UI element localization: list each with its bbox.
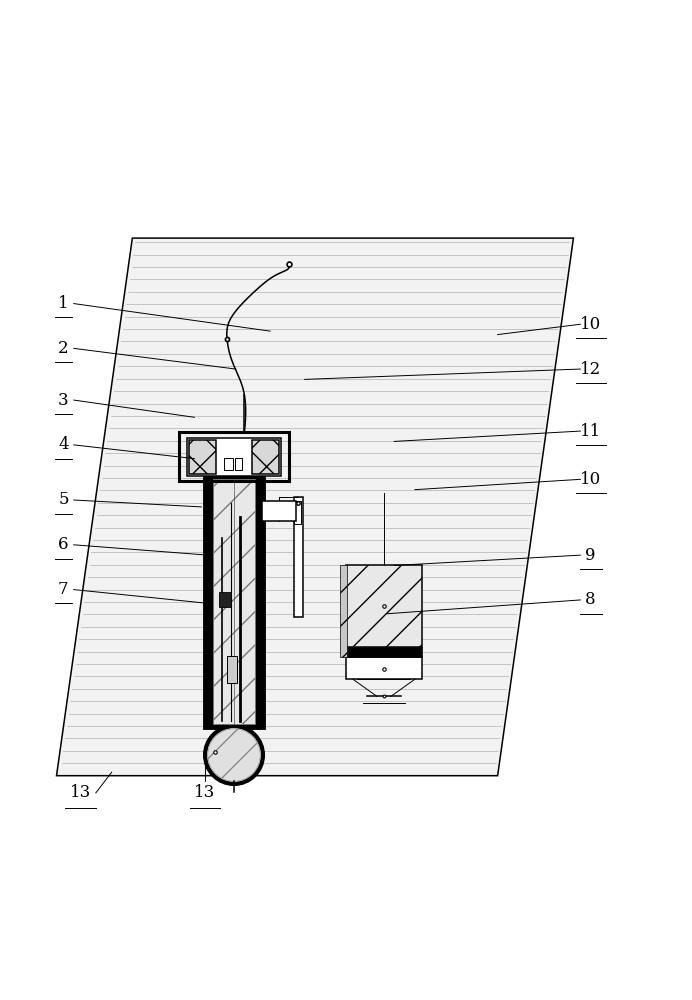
Text: 1: 1	[58, 295, 69, 312]
Text: 12: 12	[580, 361, 601, 378]
Polygon shape	[57, 238, 574, 776]
Bar	[252, 440, 279, 474]
Bar	[179, 432, 289, 481]
Text: 10: 10	[580, 471, 601, 488]
Text: 5: 5	[58, 491, 69, 508]
Text: 11: 11	[580, 423, 601, 440]
Text: 9: 9	[585, 547, 596, 564]
Bar	[224, 458, 233, 470]
Text: 4: 4	[58, 436, 69, 453]
Bar	[213, 479, 255, 724]
Bar	[294, 497, 302, 617]
Text: 3: 3	[58, 392, 69, 409]
Bar	[262, 501, 296, 521]
Bar	[340, 565, 347, 657]
Bar	[219, 592, 231, 607]
Text: 13: 13	[194, 784, 215, 801]
Bar	[205, 476, 263, 727]
Bar	[189, 440, 217, 474]
Text: 2: 2	[58, 340, 69, 357]
Bar	[294, 501, 301, 524]
Bar	[346, 565, 422, 647]
Text: 8: 8	[585, 591, 596, 608]
Text: 7: 7	[58, 581, 69, 598]
Bar	[188, 438, 280, 476]
Circle shape	[203, 725, 264, 785]
Bar	[235, 458, 242, 470]
Bar	[346, 657, 422, 679]
Bar	[346, 647, 422, 657]
Bar	[227, 656, 237, 683]
Text: 10: 10	[580, 316, 601, 333]
Circle shape	[208, 729, 260, 781]
Text: 6: 6	[58, 536, 69, 553]
Wedge shape	[208, 729, 260, 781]
Text: 13: 13	[70, 784, 91, 801]
